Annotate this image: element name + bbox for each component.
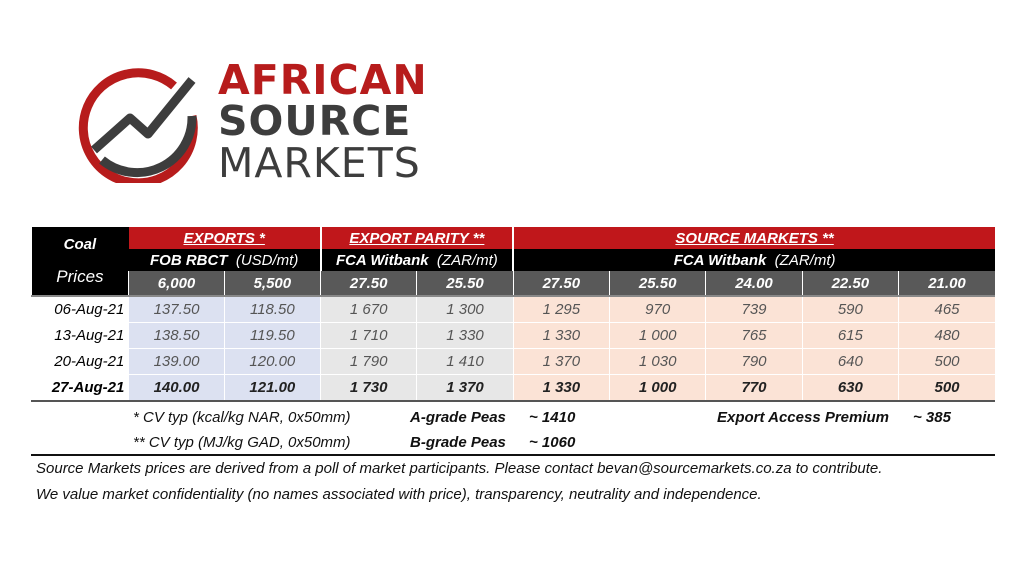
subheader-parity-label: FCA Witbank xyxy=(335,251,429,269)
subheader-parity: FCA Witbank (ZAR/mt) xyxy=(319,249,514,271)
grade-header: 24.00 xyxy=(705,271,803,296)
price-cell: 1 030 xyxy=(609,348,706,375)
table-corner-header: Coal Prices xyxy=(31,227,129,296)
price-cell: 138.50 xyxy=(128,322,225,349)
subheader-exports-unit: (USD/mt) xyxy=(235,251,299,269)
logo-text-markets: MARKETS xyxy=(218,139,421,187)
coal-prices-table: Coal Prices EXPORTS * EXPORT PARITY ** S… xyxy=(30,227,995,402)
price-cell: 640 xyxy=(801,348,899,375)
price-cell: 500 xyxy=(898,374,995,402)
subheader-parity-unit: (ZAR/mt) xyxy=(436,251,498,269)
grade-a-label: A-grade Peas xyxy=(410,409,506,426)
row-date: 06-Aug-21 xyxy=(30,295,129,323)
logo-text-african: AFRICAN xyxy=(218,56,428,104)
price-cell: 1 330 xyxy=(416,322,514,349)
corner-title: Coal xyxy=(63,236,97,253)
price-cell: 1 410 xyxy=(416,348,514,375)
table-row: 13-Aug-21 138.50 119.50 1 710 1 330 1 33… xyxy=(30,322,995,349)
price-cell: 140.00 xyxy=(128,374,225,402)
footer-divider xyxy=(31,454,995,456)
cv-note-mj: ** CV typ (MJ/kg GAD, 0x50mm) xyxy=(133,434,351,451)
subheader-source-unit: (ZAR/mt) xyxy=(774,251,836,269)
price-cell: 1 730 xyxy=(320,374,417,402)
premium-label: Export Access Premium xyxy=(717,409,890,426)
grade-header: 27.50 xyxy=(512,271,610,296)
table-row-latest: 27-Aug-21 140.00 121.00 1 730 1 370 1 33… xyxy=(30,374,995,402)
price-cell: 1 300 xyxy=(416,295,514,323)
company-logo: AFRICAN SOURCE MARKETS xyxy=(78,56,438,187)
subheader-exports-label: FOB RBCT xyxy=(150,251,228,269)
grade-header: 27.50 xyxy=(320,271,417,296)
price-cell: 121.00 xyxy=(223,374,321,402)
price-cell: 1 370 xyxy=(512,348,610,375)
price-cell: 1 330 xyxy=(512,322,610,349)
price-cell: 465 xyxy=(898,295,995,323)
grade-header: 25.50 xyxy=(416,271,514,296)
price-cell: 970 xyxy=(609,295,706,323)
grade-b-value: ~ 1060 xyxy=(529,434,576,451)
premium-value: ~ 385 xyxy=(913,409,951,426)
price-cell: 1 330 xyxy=(512,374,610,402)
grade-b-label: B-grade Peas xyxy=(410,434,506,451)
price-cell: 480 xyxy=(898,322,995,349)
price-cell: 118.50 xyxy=(223,295,321,323)
price-cell: 1 295 xyxy=(512,295,610,323)
price-cell: 500 xyxy=(898,348,995,375)
grade-a-value: ~ 1410 xyxy=(529,409,576,426)
grade-header: 5,500 xyxy=(223,271,321,296)
price-cell: 1 790 xyxy=(320,348,417,375)
logo-text-source: SOURCE xyxy=(218,97,412,145)
corner-subtitle: Prices xyxy=(56,267,104,286)
price-cell: 1 000 xyxy=(609,322,706,349)
row-date: 20-Aug-21 xyxy=(30,348,129,375)
price-cell: 770 xyxy=(705,374,803,402)
price-cell: 739 xyxy=(705,295,803,323)
price-cell: 139.00 xyxy=(128,348,225,375)
grade-header: 6,000 xyxy=(128,271,225,296)
trend-chart-icon xyxy=(78,68,198,183)
disclaimer-line-2: We value market confidentiality (no name… xyxy=(36,486,762,503)
table-row: 20-Aug-21 139.00 120.00 1 790 1 410 1 37… xyxy=(30,348,995,375)
row-date: 27-Aug-21 xyxy=(30,374,129,402)
price-cell: 790 xyxy=(705,348,803,375)
group-header-parity: EXPORT PARITY ** xyxy=(319,227,514,249)
grade-header: 21.00 xyxy=(898,271,995,296)
grade-header: 25.50 xyxy=(609,271,706,296)
price-cell: 119.50 xyxy=(223,322,321,349)
grade-header-row: 6,000 5,500 27.50 25.50 27.50 25.50 24.0… xyxy=(32,271,995,296)
price-cell: 120.00 xyxy=(223,348,321,375)
subheader-exports: FOB RBCT (USD/mt) xyxy=(128,249,321,271)
row-date: 13-Aug-21 xyxy=(30,322,129,349)
price-cell: 615 xyxy=(801,322,899,349)
price-cell: 590 xyxy=(801,295,899,323)
subheader-source-label: FCA Witbank xyxy=(673,251,767,269)
table-row: 06-Aug-21 137.50 118.50 1 670 1 300 1 29… xyxy=(30,295,995,323)
group-header-source: SOURCE MARKETS ** xyxy=(512,227,995,249)
price-cell: 1 370 xyxy=(416,374,514,402)
grade-header: 22.50 xyxy=(801,271,899,296)
price-cell: 1 710 xyxy=(320,322,417,349)
price-cell: 765 xyxy=(705,322,803,349)
subheader-source: FCA Witbank (ZAR/mt) xyxy=(512,249,995,271)
group-header-exports: EXPORTS * xyxy=(128,227,321,249)
price-cell: 1 670 xyxy=(320,295,417,323)
price-cell: 137.50 xyxy=(128,295,225,323)
price-cell: 1 000 xyxy=(609,374,706,402)
disclaimer-line-1: Source Markets prices are derived from a… xyxy=(36,460,883,477)
cv-note-kcal: * CV typ (kcal/kg NAR, 0x50mm) xyxy=(133,409,351,426)
price-cell: 630 xyxy=(801,374,899,402)
